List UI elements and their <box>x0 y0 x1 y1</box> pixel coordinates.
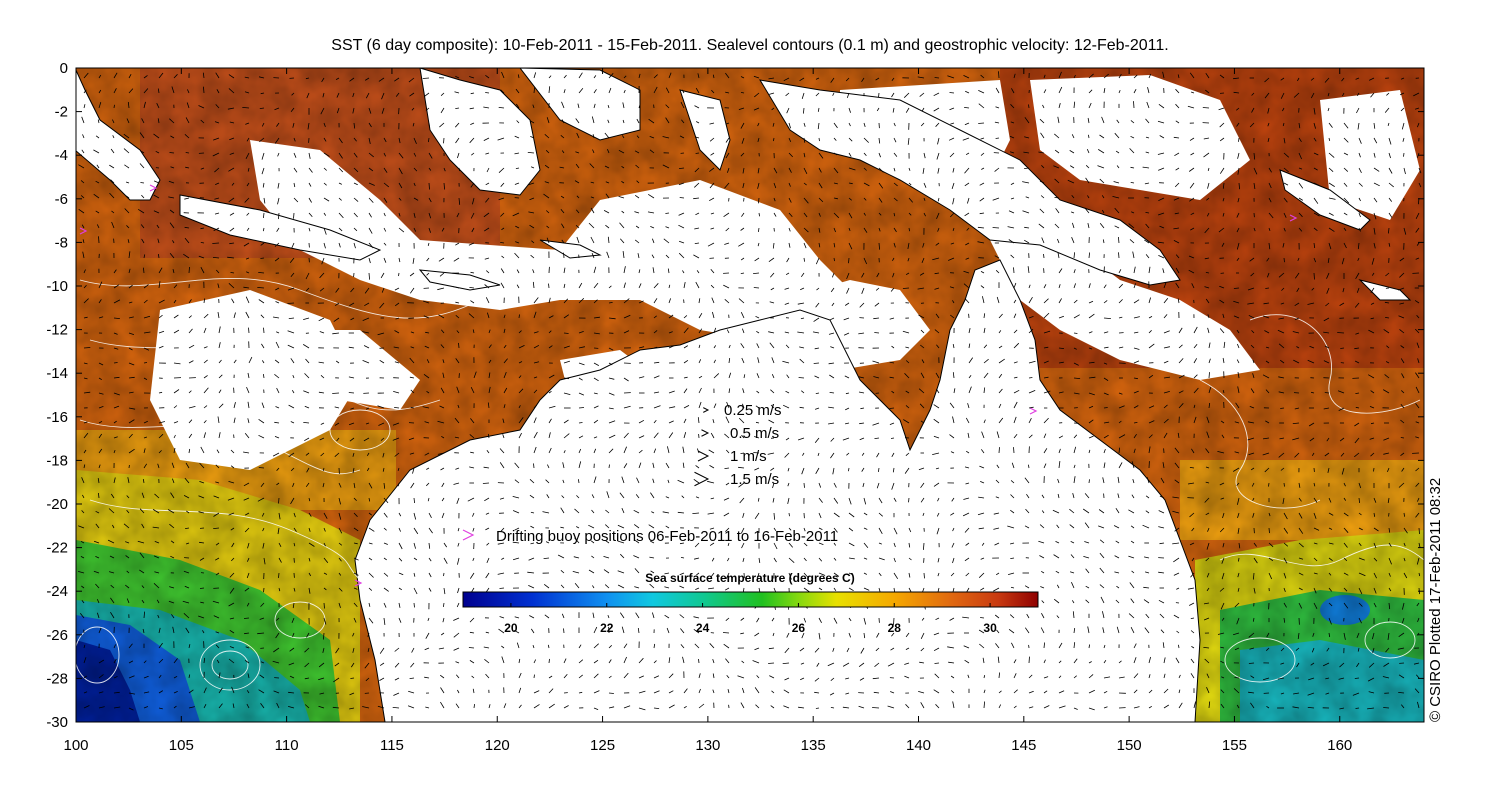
x-tick-label: 160 <box>1327 737 1352 754</box>
x-tick-label: 155 <box>1222 737 1247 754</box>
x-tick-label: 150 <box>1117 737 1142 754</box>
y-tick-label: -26 <box>46 627 68 644</box>
buoy-legend: Drifting buoy positions 06-Feb-2011 to 1… <box>462 528 838 545</box>
colorbar-tick-label: 24 <box>696 621 710 635</box>
velocity-legend-label: 1 m/s <box>730 448 767 465</box>
colorbar-tick-label: 30 <box>983 621 997 635</box>
velocity-legend-arrow <box>694 471 710 487</box>
y-tick-label: -20 <box>46 496 68 513</box>
velocity-legend-label: 1.5 m/s <box>730 471 779 488</box>
y-tick-label: -8 <box>55 234 68 251</box>
x-tick-label: 120 <box>485 737 510 754</box>
y-tick-label: -12 <box>46 322 68 339</box>
y-axis: 0 -2 -4 -6 -8 -10 -12 -14 -16 -18 -20 -22 -24 -26 -28 -… <box>46 60 1424 731</box>
colorbar-gradient <box>462 591 1039 608</box>
x-axis: 100 105 110 115 120 125 130 135 140 145 150 155 160 <box>63 68 1352 754</box>
velocity-legend-arrow <box>701 429 710 437</box>
velocity-arrow-field <box>77 71 1422 711</box>
y-tick-label: -24 <box>46 583 68 600</box>
velocity-legend: 0.25 m/s 0.5 m/s 1 m/s 1.5 m/s <box>694 402 782 488</box>
velocity-legend-arrow <box>697 450 710 462</box>
x-tick-label: 135 <box>801 737 826 754</box>
velocity-legend-arrow <box>703 407 710 413</box>
buoy-legend-label: Drifting buoy positions 06-Feb-2011 to 1… <box>496 528 838 545</box>
y-tick-label: 0 <box>60 60 68 77</box>
y-tick-label: -18 <box>46 452 68 469</box>
colorbar-tick-label: 20 <box>504 621 518 635</box>
x-tick-label: 145 <box>1011 737 1036 754</box>
y-tick-label: -4 <box>55 147 68 164</box>
x-tick-label: 115 <box>380 737 404 754</box>
y-tick-label: -2 <box>55 104 68 121</box>
plot-credit: © CSIRO Plotted 17-Feb-2011 08:32 <box>1427 478 1444 722</box>
figure-title: SST (6 day composite): 10-Feb-2011 - 15-… <box>331 37 1168 54</box>
y-tick-label: -10 <box>46 278 68 295</box>
colorbar-tick-label: 28 <box>888 621 902 635</box>
colorbar: Sea surface temperature (degrees C) 20 22… <box>462 571 1039 635</box>
x-tick-label: 110 <box>275 737 299 754</box>
colorbar-tick-label: 22 <box>600 621 614 635</box>
y-tick-label: -22 <box>46 540 68 557</box>
buoy-markers <box>79 184 1298 587</box>
sst-field <box>76 68 1424 722</box>
colorbar-title: Sea surface temperature (degrees C) <box>645 571 854 585</box>
x-tick-label: 130 <box>695 737 720 754</box>
y-tick-label: -16 <box>46 409 68 426</box>
x-tick-label: 140 <box>906 737 931 754</box>
y-tick-label: -14 <box>46 365 68 382</box>
y-tick-label: -28 <box>46 670 68 687</box>
y-tick-label: -6 <box>55 191 68 208</box>
sealevel-contours <box>76 109 1424 691</box>
x-tick-label: 125 <box>590 737 615 754</box>
velocity-legend-label: 0.25 m/s <box>724 402 782 419</box>
plot-frame <box>75 67 1425 723</box>
y-tick-label: -30 <box>46 714 68 731</box>
colorbar-ticks: 20 22 24 26 28 30 <box>504 603 997 635</box>
velocity-legend-label: 0.5 m/s <box>730 425 779 442</box>
x-tick-label: 100 <box>63 737 88 754</box>
x-tick-label: 105 <box>169 737 194 754</box>
buoy-legend-marker <box>462 529 475 541</box>
colorbar-tick-label: 26 <box>792 621 806 635</box>
